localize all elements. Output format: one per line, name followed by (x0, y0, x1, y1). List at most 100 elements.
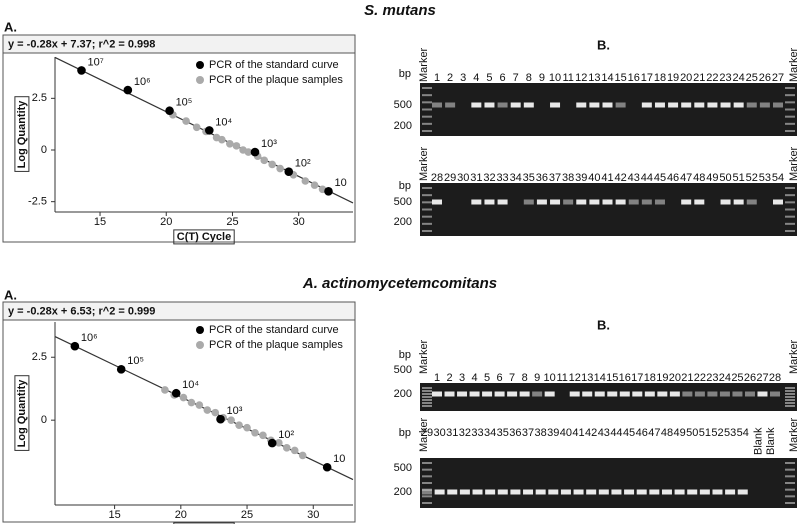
lane-label: 4 (471, 372, 477, 384)
lane-label: 53 (759, 172, 771, 184)
ladder-band (785, 399, 795, 401)
lane-label: 50 (686, 427, 698, 439)
y-tick-label: 2.5 (32, 92, 47, 104)
y-tick-label: 0 (41, 414, 47, 426)
point-label: 10⁴ (215, 116, 232, 128)
gel-band (654, 102, 665, 108)
gel-band (694, 391, 705, 397)
gel-band (432, 199, 442, 205)
ladder-band (785, 402, 795, 404)
gel-band (720, 199, 731, 205)
gel-band (523, 102, 534, 108)
gel-band (550, 199, 561, 205)
gel-band (510, 102, 521, 108)
gel-band (661, 489, 672, 495)
gel-band (482, 391, 493, 397)
legend-marker (196, 76, 204, 84)
lane-label: 16 (619, 372, 631, 384)
sample-point (298, 451, 307, 460)
bp-label: bp (399, 68, 411, 80)
lane-label: 17 (641, 72, 653, 84)
standard-point (324, 187, 333, 196)
lane-label: 50 (719, 172, 731, 184)
gel-band (746, 199, 757, 205)
lane-label: 45 (654, 172, 666, 184)
gel-image (420, 383, 797, 411)
lane-label: 54 (737, 427, 749, 439)
y-tick-label: 2.5 (32, 351, 47, 363)
gel-band (589, 199, 600, 205)
gel-band (733, 102, 744, 108)
sample-point (251, 428, 259, 437)
gel-band (669, 391, 680, 397)
standard-point (267, 438, 277, 448)
x-tick-label: 30 (293, 216, 305, 228)
lane-label: 8 (522, 372, 528, 384)
lane-label: 22 (706, 72, 718, 84)
bp-label: bp (399, 180, 411, 192)
lane-label: 7 (509, 372, 515, 384)
header-bar (2, 301, 356, 321)
gel-band (582, 391, 593, 397)
standard-point (322, 462, 332, 472)
gel-band (432, 102, 442, 108)
gel-band (615, 102, 626, 108)
lane-label: 20 (680, 72, 692, 84)
chart-frame (2, 301, 356, 523)
y-axis-label: Log Quantity (16, 100, 28, 169)
gel-band (576, 102, 587, 108)
lane-label: 29 (444, 172, 456, 184)
standard-point (284, 167, 294, 176)
sample-point (227, 416, 235, 424)
gel-band (535, 489, 546, 495)
lane-label: 14 (594, 372, 606, 384)
ladder-band (422, 396, 432, 398)
ladder-band (422, 194, 432, 197)
size-label: 500 (394, 99, 412, 111)
lane-label: 24 (733, 72, 745, 84)
ladder-band (422, 475, 432, 478)
panel-label: A. (4, 287, 17, 302)
gel-band (654, 199, 665, 205)
sample-point (161, 386, 169, 394)
gel-band (544, 391, 555, 397)
x-tick-label: 30 (307, 509, 319, 521)
marker-label: Marker (418, 417, 430, 452)
point-label: 10² (295, 158, 311, 170)
lane-label: 40 (588, 172, 600, 184)
lane-label: 37 (522, 427, 534, 439)
lane-label: 27 (756, 372, 768, 384)
lane-label: Blank (765, 427, 777, 455)
lane-label: 3 (459, 372, 465, 384)
sample-point (243, 423, 251, 432)
marker-label: Marker (418, 146, 430, 181)
chart-title: y = -0.28x + 6.53; r^2 = 0.999 (8, 305, 155, 317)
ladder-band (422, 405, 432, 407)
ladder-band (785, 387, 795, 389)
gel-band (523, 489, 534, 495)
sample-point (259, 431, 267, 440)
gel-band (434, 489, 445, 495)
legend-label: PCR of the standard curve (209, 324, 339, 336)
lane-label: 39 (547, 427, 559, 439)
gel-band (484, 199, 495, 205)
gel-band (720, 102, 731, 108)
lane-label: 13 (588, 72, 600, 84)
sample-point (276, 164, 284, 173)
gel-band (589, 102, 600, 108)
gel-band (536, 199, 547, 205)
ladder-band (785, 215, 795, 218)
marker-label: Marker (788, 47, 800, 82)
lane-label: 12 (575, 72, 587, 84)
ladder-band (785, 222, 795, 225)
gel-band (422, 489, 432, 495)
gel-band (510, 489, 521, 495)
sample-point (290, 446, 299, 455)
gel-band (773, 199, 783, 205)
lane-label: 38 (535, 427, 547, 439)
ladder-band (422, 399, 432, 401)
lane-label: 31 (470, 172, 482, 184)
panel-label: B. (597, 317, 610, 332)
gel-band (707, 391, 718, 397)
